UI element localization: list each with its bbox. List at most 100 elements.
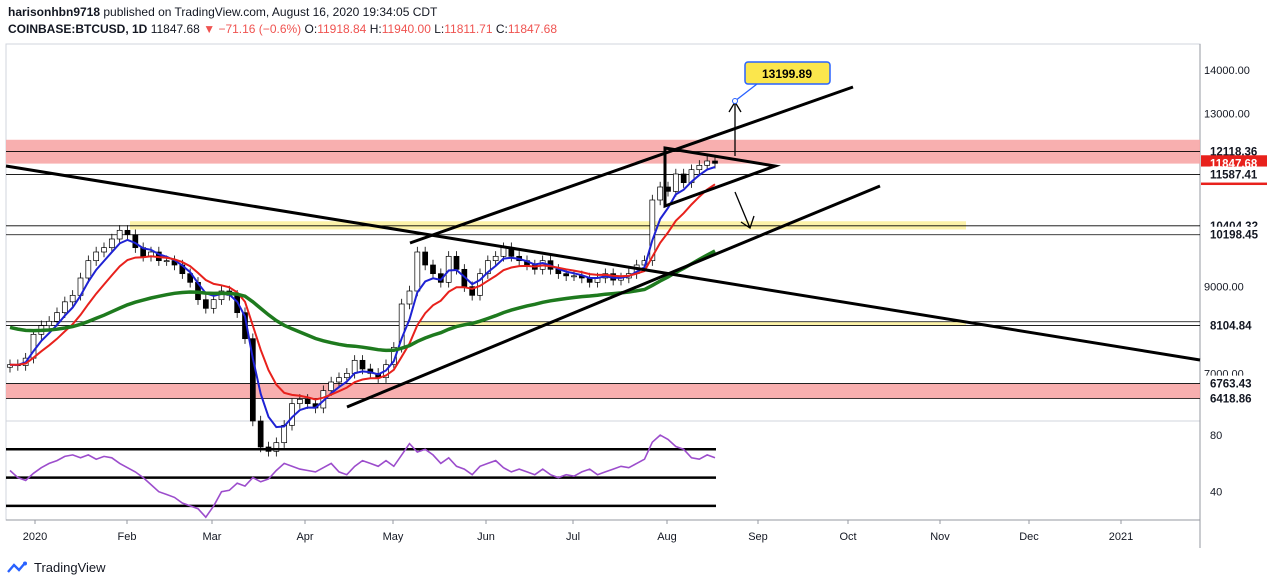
descending-trendline[interactable]: [5, 164, 1201, 362]
candle[interactable]: [672, 173, 679, 192]
candle[interactable]: [101, 247, 107, 253]
target-callout-line: [734, 83, 758, 102]
target-anchor[interactable]: [732, 98, 738, 104]
candle[interactable]: [712, 160, 718, 164]
target-callout[interactable]: [744, 61, 831, 85]
published-text: published on TradingView.com, August 16,…: [103, 5, 438, 19]
close-value: 11847.68: [507, 22, 558, 36]
price-pane[interactable]: [5, 43, 1201, 422]
x-tick-label: Jun: [477, 531, 495, 543]
high-value: 11940.00: [381, 22, 431, 36]
channel-upper-line[interactable]: [409, 85, 854, 245]
x-tick-label: Nov: [930, 531, 950, 543]
open-value: 11918.84: [317, 22, 367, 36]
candle[interactable]: [336, 377, 342, 383]
x-tick-label: Oct: [839, 531, 856, 543]
candle[interactable]: [696, 164, 703, 171]
arrow-down-head: [740, 215, 755, 230]
candle[interactable]: [46, 320, 53, 327]
arrow-down-line[interactable]: [734, 191, 751, 229]
candle[interactable]: [54, 312, 60, 322]
candle[interactable]: [469, 286, 476, 296]
x-tick-label: Jul: [566, 531, 580, 543]
channel-lower-line[interactable]: [346, 184, 881, 409]
open-label: O:: [304, 22, 318, 36]
price-label: 6763.43: [1210, 379, 1252, 391]
price-label-box: [1201, 390, 1267, 407]
candle[interactable]: [351, 359, 358, 374]
candle[interactable]: [273, 442, 280, 452]
x-tick-label: Feb: [118, 531, 137, 543]
low-label: L:: [434, 22, 445, 36]
candle[interactable]: [124, 229, 131, 236]
candle[interactable]: [422, 251, 429, 266]
ema-slow-line[interactable]: [9, 183, 716, 401]
candle[interactable]: [210, 299, 217, 309]
candle[interactable]: [414, 251, 421, 292]
candle[interactable]: [453, 255, 460, 270]
price-label: 10198.45: [1210, 230, 1259, 242]
candle[interactable]: [163, 260, 170, 263]
publish-info: harisonhbn9718 published on TradingView.…: [8, 5, 437, 19]
price-label-box: [1201, 166, 1267, 183]
candle[interactable]: [445, 255, 452, 283]
candle[interactable]: [281, 424, 288, 444]
price-label: 6418.86: [1210, 394, 1252, 406]
change-arrow-icon: ▼: [203, 22, 216, 36]
candle[interactable]: [304, 398, 311, 405]
candle[interactable]: [85, 260, 92, 279]
candle[interactable]: [704, 160, 711, 166]
candle[interactable]: [563, 273, 570, 277]
candle[interactable]: [492, 255, 499, 262]
candle[interactable]: [257, 420, 264, 448]
x-tick-label: Sep: [748, 531, 768, 543]
candle[interactable]: [116, 229, 123, 240]
x-tick-label: Aug: [657, 531, 677, 543]
candle[interactable]: [484, 260, 491, 275]
price-label: 8104.84: [1210, 320, 1252, 332]
price-label-box: [1201, 226, 1267, 243]
candle[interactable]: [406, 290, 413, 305]
long-ma-line[interactable]: [9, 249, 716, 353]
y-tick-label: 14000.00: [1204, 65, 1250, 77]
tradingview-footer[interactable]: TradingView: [6, 560, 106, 575]
last-price: 11847.68: [150, 22, 200, 36]
candle[interactable]: [7, 364, 13, 368]
candle[interactable]: [571, 275, 577, 278]
symbol-label[interactable]: COINBASE:BTCUSD, 1D: [8, 22, 148, 36]
candle[interactable]: [296, 398, 303, 405]
price-change: −71.16 (−0.6%): [218, 22, 302, 36]
symbol-info: COINBASE:BTCUSD, 1D 11847.68 ▼ −71.16 (−…: [8, 22, 557, 36]
candle[interactable]: [657, 186, 664, 201]
candle[interactable]: [430, 264, 436, 275]
breakout-zone[interactable]: [130, 221, 966, 230]
pennant-triangle[interactable]: [663, 146, 781, 209]
candle[interactable]: [328, 381, 335, 392]
candle[interactable]: [132, 234, 139, 249]
candle[interactable]: [61, 301, 68, 314]
rsi-line[interactable]: [9, 434, 716, 519]
candle[interactable]: [500, 247, 507, 257]
candle[interactable]: [343, 372, 350, 379]
author-name[interactable]: harisonhbn9718: [8, 5, 101, 19]
candle[interactable]: [108, 238, 115, 249]
candle[interactable]: [649, 199, 656, 262]
x-tick-label: 2021: [1109, 531, 1133, 543]
candle[interactable]: [69, 294, 76, 303]
x-tick-label: May: [383, 531, 404, 543]
candle[interactable]: [359, 359, 366, 370]
low-zone[interactable]: [6, 383, 1200, 399]
low-value: 11811.71: [444, 22, 493, 36]
target-callout-text: 13199.89: [762, 67, 812, 81]
x-tick-label: 2020: [23, 531, 47, 543]
candle[interactable]: [249, 338, 256, 422]
x-tick-label: Mar: [203, 531, 222, 543]
candle[interactable]: [680, 173, 687, 184]
support-zone[interactable]: [420, 321, 966, 326]
ema-fast-line[interactable]: [9, 166, 716, 429]
rsi-tick-label: 40: [1210, 487, 1222, 499]
x-tick-label: Apr: [296, 531, 313, 543]
candle[interactable]: [93, 251, 100, 262]
candle[interactable]: [202, 299, 209, 309]
